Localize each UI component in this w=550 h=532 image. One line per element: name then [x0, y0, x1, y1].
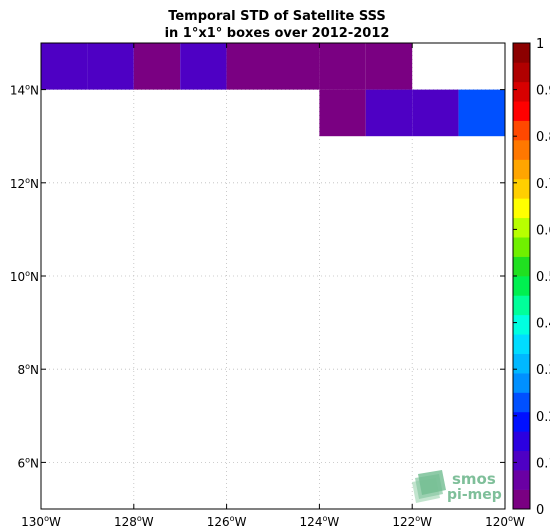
y-tick-label: 8oN	[17, 362, 39, 377]
x-axis-ticks: 130oW 128oW 126oW 124oW 122oW 120oW	[21, 43, 525, 529]
colorbar-swatch	[513, 198, 530, 219]
colorbar-swatch	[513, 140, 530, 160]
y-tick-label: 6oN	[17, 455, 39, 470]
colorbar-labels: 0 0.1 0.2 0.3 0.4 0.5 0.6 0.7 0.8 0.9 1	[513, 37, 550, 518]
std-cell	[319, 89, 366, 137]
colorbar-label: 0.2	[536, 410, 550, 425]
colorbar-swatch	[513, 159, 530, 180]
colorbar-label: 0.1	[536, 456, 550, 471]
x-tick-label: 126oW	[207, 514, 247, 529]
colorbar-label: 0.5	[536, 270, 550, 285]
std-cell	[273, 43, 320, 90]
colorbar-swatch	[513, 120, 530, 141]
y-tick-label: 14oN	[10, 83, 39, 98]
colorbar-swatch	[513, 295, 530, 316]
std-cell	[41, 43, 88, 90]
colorbar-swatch	[513, 256, 530, 277]
std-cell	[133, 43, 181, 90]
colorbar-swatch	[513, 334, 530, 354]
colorbar-swatch	[513, 489, 530, 510]
std-cell	[226, 43, 273, 90]
colorbar-swatch	[513, 62, 530, 83]
std-cell	[458, 89, 505, 137]
colorbar-swatch	[513, 101, 530, 121]
colorbar-swatch	[513, 431, 530, 452]
colorbar-swatch	[513, 276, 530, 296]
x-tick-label: 128oW	[114, 514, 154, 529]
colorbar-label: 0.8	[536, 130, 550, 145]
colorbar-swatch	[513, 237, 530, 257]
std-cell	[412, 89, 459, 137]
std-cell	[87, 43, 134, 90]
colorbar-swatch	[513, 470, 530, 490]
std-cell	[180, 43, 227, 90]
colorbar-swatch	[513, 43, 530, 63]
std-cell	[365, 43, 413, 90]
colorbar-label: 0	[536, 503, 544, 518]
y-axis-ticks: 6oN 8oN 10oN 12oN 14oN	[10, 83, 505, 470]
std-cells	[41, 43, 505, 137]
colorbar-swatch	[513, 450, 530, 471]
x-tick-label: 130oW	[21, 514, 61, 529]
y-tick-label: 10oN	[10, 269, 39, 284]
colorbar: 0 0.1 0.2 0.3 0.4 0.5 0.6 0.7 0.8 0.9 1	[512, 37, 550, 518]
colorbar-label: 0.6	[536, 223, 550, 238]
logo-line2: pi-mep	[447, 487, 502, 503]
chart-title: Temporal STD of Satellite SSS	[168, 9, 386, 24]
colorbar-label: 1	[536, 37, 544, 52]
x-tick-label: 120oW	[485, 514, 525, 529]
colorbar-label: 0.7	[536, 177, 550, 192]
colorbar-label: 0.4	[536, 317, 550, 332]
colorbar-label: 0.3	[536, 363, 550, 378]
smos-pi-mep-logo: smos pi-mep	[412, 470, 502, 503]
colorbar-label: 0.9	[536, 84, 550, 99]
y-tick-label: 12oN	[10, 176, 39, 191]
colorbar-swatch	[513, 373, 530, 393]
colorbar-swatch	[513, 178, 530, 199]
colorbar-swatch	[513, 411, 530, 432]
colorbar-swatch	[513, 217, 530, 238]
colorbar-swatch	[513, 81, 530, 102]
colorbar-swatch	[513, 314, 530, 335]
std-cell	[319, 43, 366, 90]
chart-subtitle: in 1°x1° boxes over 2012-2012	[165, 26, 390, 41]
x-tick-label: 122oW	[392, 514, 432, 529]
colorbar-swatch	[513, 353, 530, 374]
colorbar-swatch	[513, 392, 530, 413]
x-tick-label: 124oW	[300, 514, 340, 529]
colorbar-swatches	[513, 43, 530, 510]
logo-stack-icon	[412, 470, 446, 503]
std-cell	[365, 89, 413, 137]
logo-line1: smos	[452, 470, 496, 488]
